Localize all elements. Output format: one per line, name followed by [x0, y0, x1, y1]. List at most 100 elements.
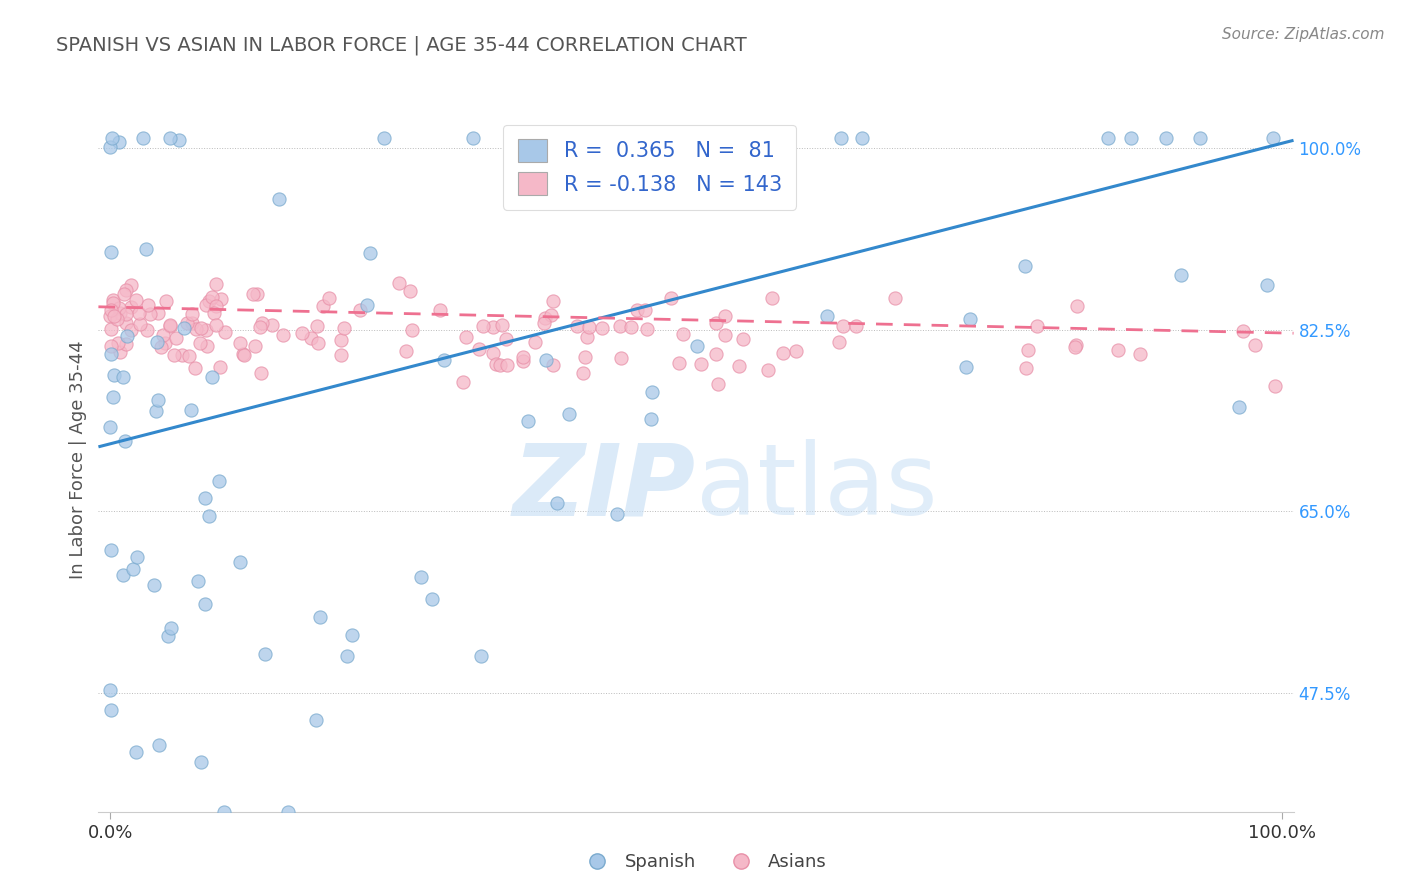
Point	[1017, 343, 1039, 358]
Point	[136, 298, 159, 312]
Point	[832, 318, 855, 333]
Point	[576, 330, 599, 344]
Point	[830, 131, 852, 145]
Point	[120, 323, 142, 337]
Point	[461, 131, 484, 145]
Point	[828, 335, 851, 350]
Point	[516, 414, 538, 428]
Point	[120, 300, 142, 314]
Point	[485, 357, 508, 371]
Point	[197, 293, 219, 308]
Point	[145, 403, 167, 417]
Point	[277, 805, 299, 819]
Point	[131, 131, 153, 145]
Point	[183, 360, 205, 375]
Point	[146, 334, 169, 349]
Point	[253, 647, 276, 661]
Point	[785, 344, 807, 359]
Point	[1256, 277, 1278, 292]
Point	[713, 309, 735, 323]
Point	[1261, 131, 1284, 145]
Point	[451, 375, 474, 389]
Point	[305, 713, 328, 727]
Point	[142, 578, 165, 592]
Point	[190, 336, 212, 351]
Point	[128, 306, 150, 320]
Point	[634, 303, 657, 318]
Point	[291, 326, 314, 340]
Point	[271, 327, 294, 342]
Text: SPANISH VS ASIAN IN LABOR FORCE | AGE 35-44 CORRELATION CHART: SPANISH VS ASIAN IN LABOR FORCE | AGE 35…	[56, 36, 747, 55]
Point	[467, 343, 489, 357]
Point	[242, 287, 264, 301]
Point	[373, 131, 395, 145]
Point	[163, 348, 186, 362]
Point	[686, 339, 709, 353]
Point	[512, 354, 534, 368]
Point	[122, 562, 145, 576]
Point	[641, 385, 664, 400]
Point	[100, 338, 122, 352]
Point	[512, 350, 534, 364]
Point	[578, 320, 600, 334]
Point	[1014, 259, 1036, 273]
Point	[129, 317, 152, 331]
Point	[108, 301, 131, 315]
Point	[115, 283, 138, 297]
Point	[108, 306, 131, 320]
Point	[139, 307, 162, 321]
Point	[349, 303, 371, 318]
Point	[359, 246, 381, 260]
Point	[177, 350, 200, 364]
Point	[336, 649, 359, 664]
Point	[115, 328, 138, 343]
Point	[609, 319, 631, 334]
Point	[111, 370, 134, 384]
Point	[214, 325, 236, 339]
Point	[731, 332, 754, 346]
Point	[305, 318, 328, 333]
Point	[229, 335, 252, 350]
Point	[208, 359, 231, 374]
Point	[209, 293, 232, 307]
Point	[112, 287, 135, 301]
Point	[204, 306, 226, 320]
Point	[201, 290, 224, 304]
Point	[252, 316, 274, 330]
Point	[620, 320, 643, 334]
Point	[115, 317, 138, 331]
Point	[482, 319, 505, 334]
Point	[330, 348, 353, 362]
Point	[155, 336, 177, 351]
Point	[541, 293, 564, 308]
Point	[1107, 343, 1129, 357]
Point	[955, 359, 977, 374]
Point	[1170, 268, 1192, 283]
Legend: Spanish, Asians: Spanish, Asians	[572, 847, 834, 879]
Point	[706, 316, 728, 330]
Point	[702, 131, 724, 145]
Point	[232, 347, 254, 361]
Point	[194, 491, 217, 505]
Point	[409, 570, 432, 584]
Point	[307, 335, 329, 350]
Point	[204, 299, 226, 313]
Point	[489, 359, 512, 373]
Point	[165, 331, 187, 345]
Point	[309, 609, 332, 624]
Point	[155, 293, 177, 308]
Point	[524, 334, 547, 349]
Point	[704, 347, 727, 361]
Point	[329, 333, 352, 347]
Point	[100, 347, 122, 361]
Point	[194, 323, 217, 337]
Point	[103, 309, 125, 323]
Point	[181, 307, 204, 321]
Point	[1066, 299, 1088, 313]
Point	[1244, 338, 1267, 352]
Point	[534, 310, 557, 325]
Point	[114, 434, 136, 449]
Point	[100, 703, 122, 717]
Point	[815, 310, 838, 324]
Point	[233, 348, 256, 362]
